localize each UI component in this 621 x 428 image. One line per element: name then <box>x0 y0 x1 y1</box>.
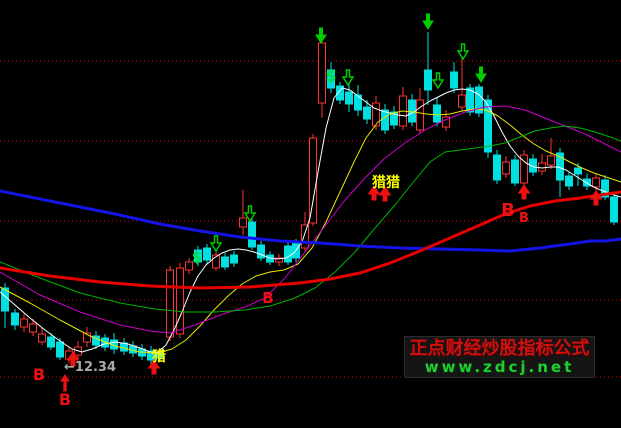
sell-signal-arrow-icon <box>456 43 470 61</box>
candlestick[interactable] <box>511 155 519 186</box>
candlestick[interactable] <box>176 263 184 338</box>
candlestick[interactable] <box>610 192 618 225</box>
signal-letter: B <box>262 289 273 307</box>
signal-letter: $ <box>192 248 202 266</box>
candlestick[interactable] <box>185 258 193 274</box>
sell-signal-arrow-icon <box>243 205 257 223</box>
candlestick[interactable] <box>203 244 211 264</box>
buy-signal-arrow-icon <box>378 186 392 202</box>
candlestick[interactable] <box>248 218 256 250</box>
candlestick[interactable] <box>166 266 174 341</box>
candlestick[interactable] <box>129 341 137 357</box>
buy-signal-arrow-icon <box>517 184 531 200</box>
candlestick[interactable] <box>336 82 344 104</box>
ma-line-blue <box>0 189 621 253</box>
candlestick[interactable] <box>354 85 362 116</box>
candlestick[interactable] <box>475 84 483 117</box>
candlestick[interactable] <box>239 190 247 235</box>
candlestick[interactable] <box>416 88 424 133</box>
candlestick[interactable] <box>493 150 501 184</box>
candlestick[interactable] <box>284 242 292 265</box>
watermark-box: 正点财经炒股指标公式 www.zdcj.net <box>404 336 595 378</box>
candlestick[interactable] <box>565 172 573 190</box>
signal-letter: B <box>59 390 71 409</box>
buy-signal-arrow-icon <box>60 374 70 392</box>
candlestick[interactable] <box>433 98 441 126</box>
ma-line-white <box>0 87 621 353</box>
candlestick[interactable] <box>574 163 582 186</box>
candlestick[interactable] <box>257 241 265 261</box>
candlestick[interactable] <box>450 62 458 93</box>
candlestick[interactable] <box>538 154 546 175</box>
ma-line-red <box>0 190 621 290</box>
watermark-title: 正点财经炒股指标公式 <box>409 338 590 359</box>
watermark-url: www.zdcj.net <box>424 358 575 376</box>
buy-signal-arrow-icon <box>147 359 161 375</box>
signal-letter: $ <box>325 66 336 85</box>
signal-letter: B <box>33 365 45 384</box>
sell-signal-arrow-icon <box>209 235 223 253</box>
candlestick[interactable] <box>502 156 510 178</box>
candlestick[interactable] <box>29 319 37 336</box>
candlestick[interactable] <box>529 154 537 176</box>
candlestick[interactable] <box>408 94 416 126</box>
candlestick[interactable] <box>56 338 64 360</box>
candlestick[interactable] <box>92 331 100 349</box>
candlestick[interactable] <box>221 253 229 270</box>
candlestick[interactable] <box>38 328 46 345</box>
candlestick[interactable] <box>345 80 353 112</box>
candlestick[interactable] <box>83 327 91 347</box>
buy-signal-arrow-icon <box>66 351 80 367</box>
candlestick[interactable] <box>20 314 28 332</box>
signal-letter: 猎猎 <box>372 174 400 191</box>
candlestick[interactable] <box>601 175 609 200</box>
buy-signal-arrow-icon <box>589 190 603 206</box>
ma-line-green <box>0 125 621 313</box>
candlestick[interactable] <box>458 57 466 111</box>
candlestick[interactable] <box>520 150 528 186</box>
candlestick[interactable] <box>110 333 118 354</box>
candlestick[interactable] <box>318 42 326 118</box>
sell-signal-arrow-icon <box>341 69 355 87</box>
sell-signal-arrow-icon <box>315 27 327 44</box>
candlestick[interactable] <box>120 338 128 355</box>
ma-line-magenta <box>0 105 621 334</box>
buy-signal-arrow-icon <box>367 185 381 201</box>
signal-letter: 猎 <box>152 348 166 365</box>
candlestick[interactable] <box>484 95 492 158</box>
ma-line-yellow <box>0 108 621 354</box>
candlestick[interactable] <box>230 251 238 267</box>
price-label: ←12.34 <box>64 360 116 375</box>
candlestick[interactable] <box>399 87 407 130</box>
candlestick[interactable] <box>11 309 19 330</box>
sell-signal-arrow-icon <box>422 13 434 30</box>
candlestick[interactable] <box>47 333 55 350</box>
candlestick[interactable] <box>442 110 450 131</box>
candlestick[interactable] <box>363 100 371 124</box>
sell-signal-arrow-icon <box>431 72 445 90</box>
candlestick[interactable] <box>424 32 432 105</box>
candlestick[interactable] <box>212 251 220 271</box>
candlestick[interactable] <box>194 246 202 266</box>
candlestick[interactable] <box>275 254 283 266</box>
candlestick[interactable] <box>390 106 398 129</box>
signal-letter: B <box>519 211 529 226</box>
candlestick[interactable] <box>583 174 591 190</box>
signal-letter: B <box>501 200 515 221</box>
candlestick[interactable] <box>327 62 335 93</box>
sell-signal-arrow-icon <box>475 66 487 83</box>
